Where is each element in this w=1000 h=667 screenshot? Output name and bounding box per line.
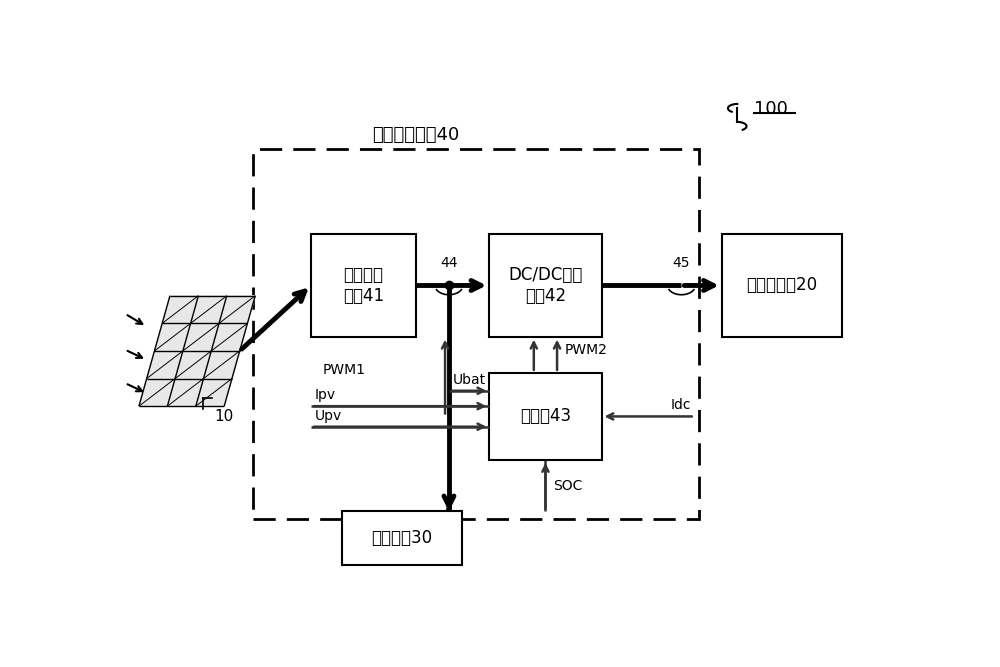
Text: Idc: Idc: [670, 398, 691, 412]
Bar: [489, 234, 602, 337]
Text: 储能装置30: 储能装置30: [372, 530, 433, 548]
Text: PWM2: PWM2: [565, 343, 608, 357]
Text: 10: 10: [214, 409, 233, 424]
Bar: [489, 373, 602, 460]
Bar: [342, 512, 462, 566]
Text: Ubat: Ubat: [453, 373, 486, 387]
Text: 光伏充电
电路41: 光伏充电 电路41: [343, 266, 384, 305]
Text: Ipv: Ipv: [315, 388, 336, 402]
Text: Upv: Upv: [315, 409, 342, 423]
Bar: [253, 149, 698, 519]
Bar: [722, 234, 842, 337]
Bar: [311, 234, 416, 337]
Text: PWM1: PWM1: [322, 364, 365, 378]
Text: DC/DC转换
电路42: DC/DC转换 电路42: [508, 266, 583, 305]
Text: 控制器43: 控制器43: [520, 408, 571, 426]
Text: 直流空调器20: 直流空调器20: [746, 277, 817, 294]
Text: SOC: SOC: [553, 479, 583, 493]
Polygon shape: [139, 295, 255, 406]
Text: 100: 100: [754, 100, 788, 118]
Text: 光伏变流装置40: 光伏变流装置40: [372, 126, 459, 144]
Text: 45: 45: [673, 256, 690, 270]
Text: 44: 44: [440, 256, 458, 270]
